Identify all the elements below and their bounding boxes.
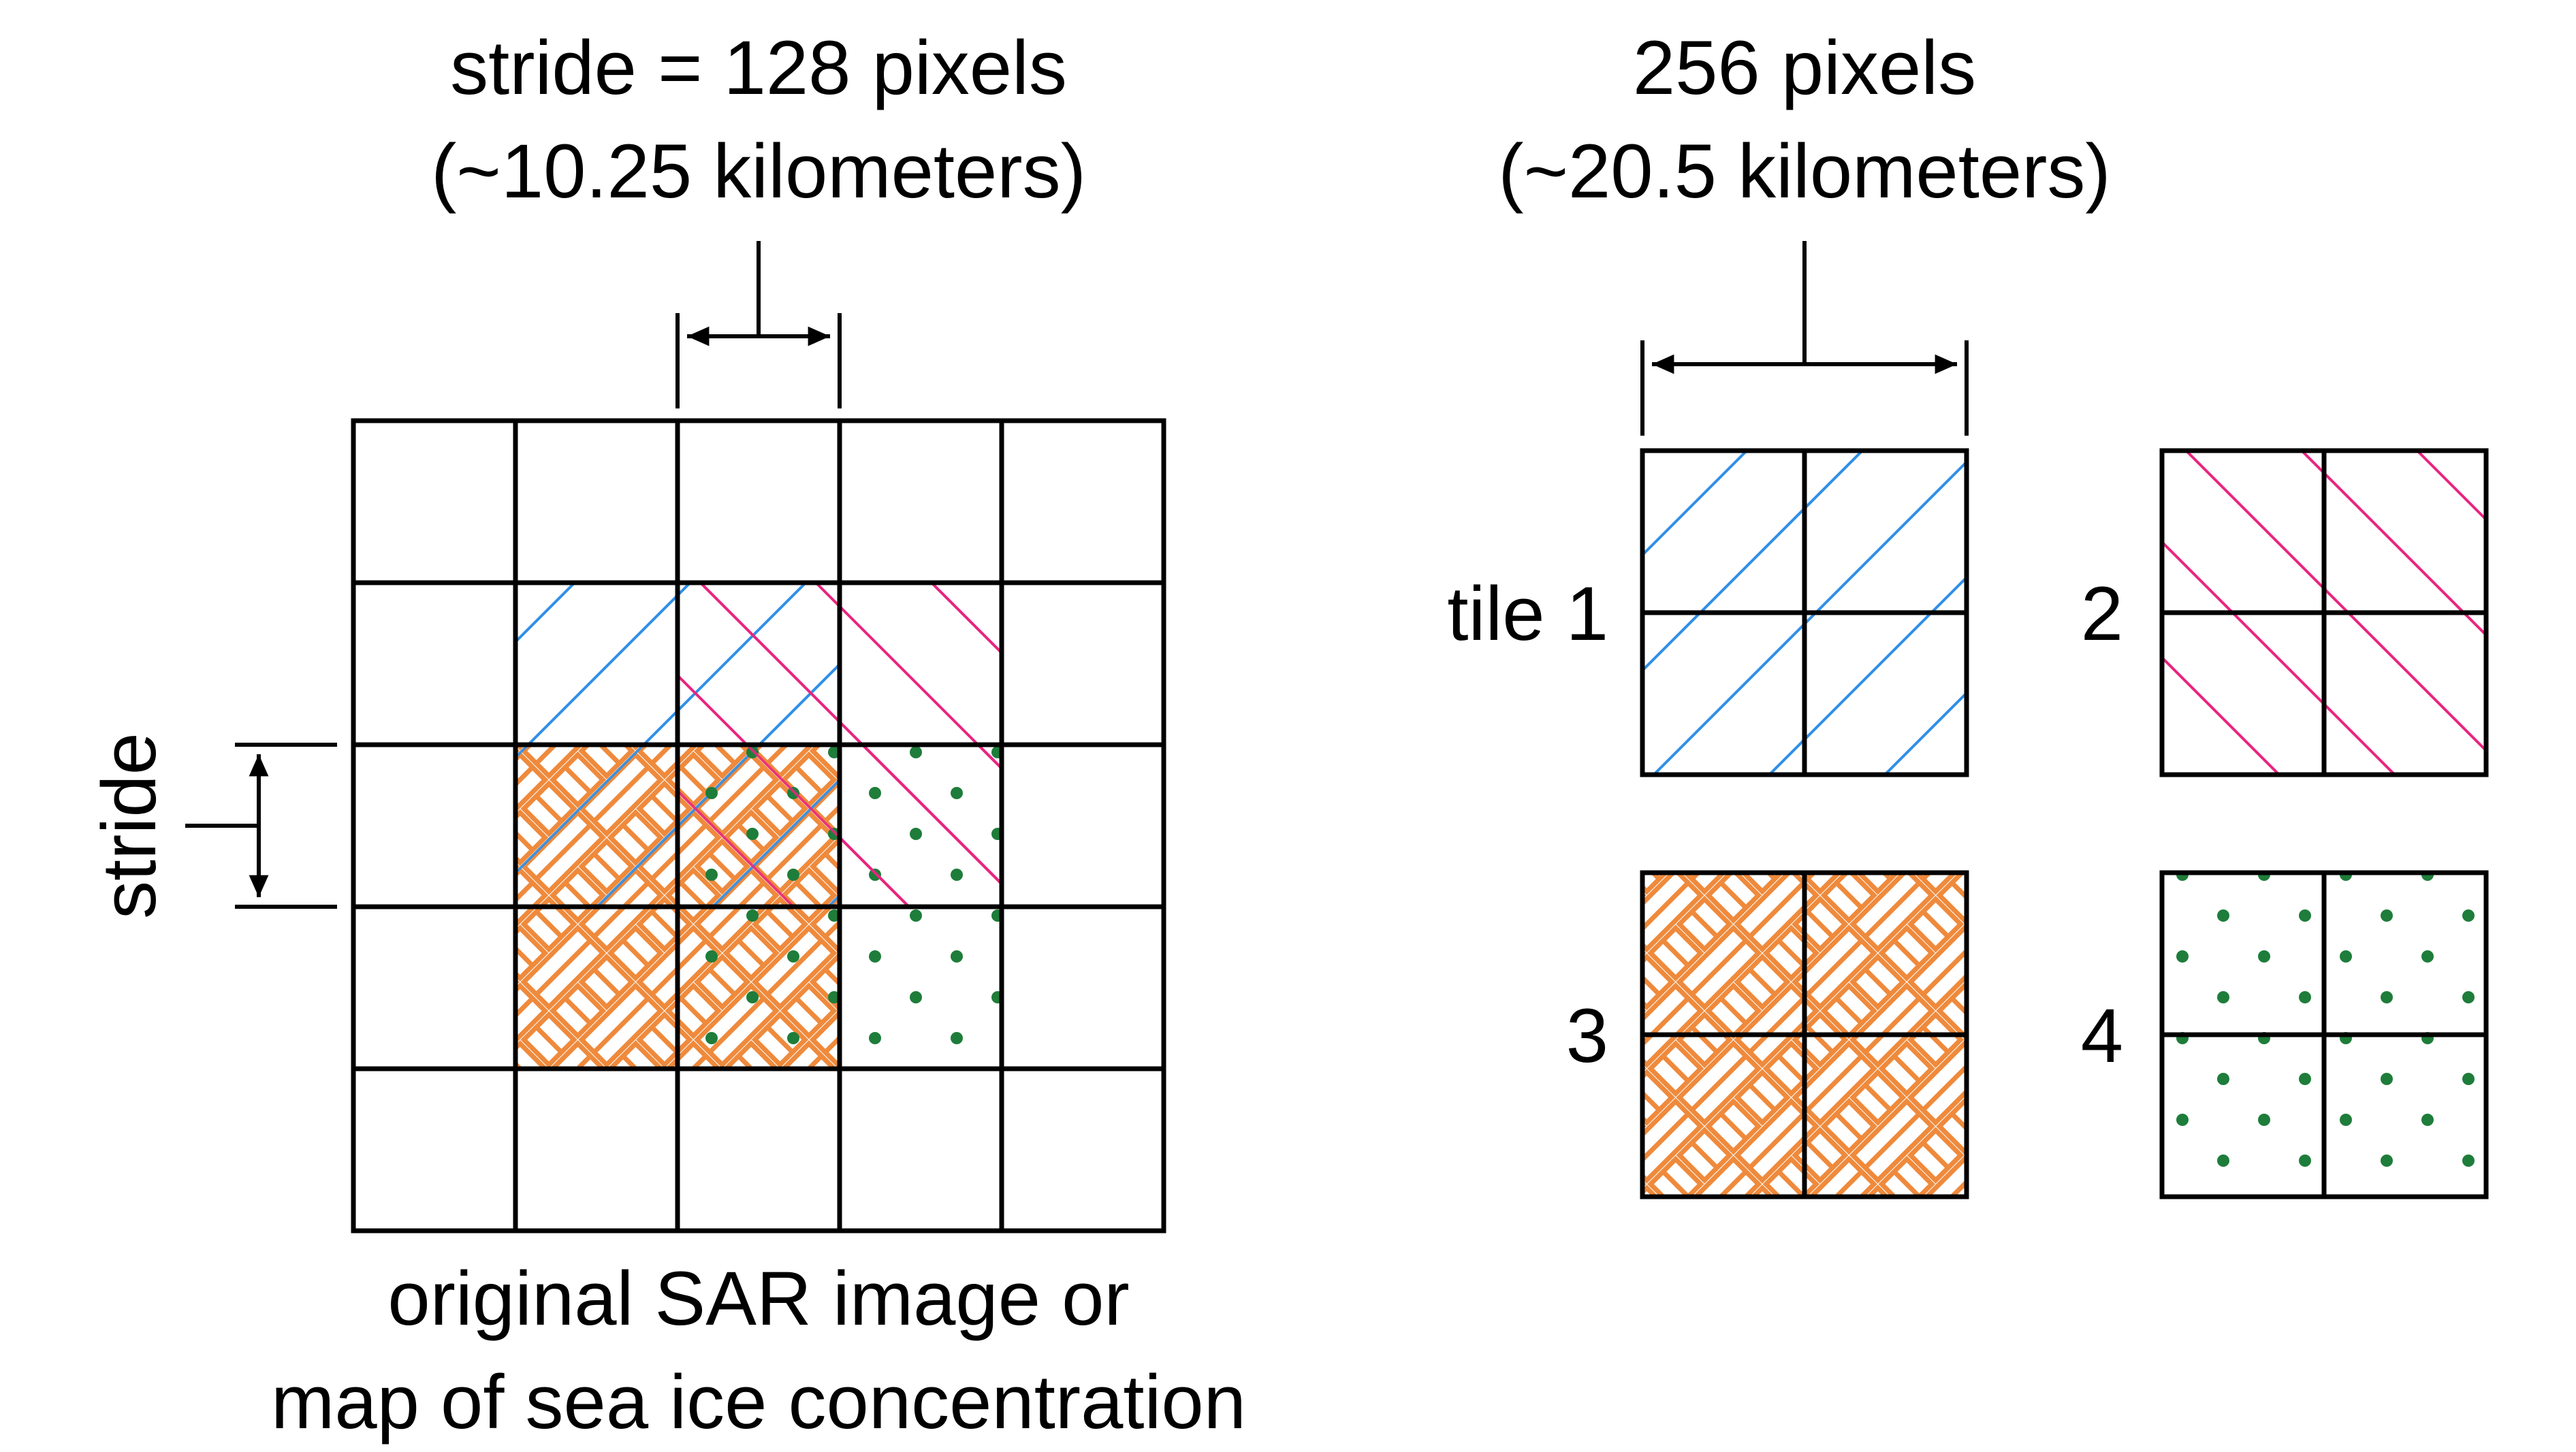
tile-2-label: 2 <box>2081 571 2123 656</box>
tile-2: 2 <box>2081 448 2489 777</box>
tile-1-label: tile 1 <box>1447 571 1608 656</box>
stride-dimension-side <box>185 743 337 909</box>
caption-line1: original SAR image or <box>387 1256 1129 1341</box>
stride-title-line1: stride = 128 pixels <box>450 25 1067 110</box>
stride-title-line2: (~10.25 kilometers) <box>431 129 1086 214</box>
overlap-pink-through-middle <box>678 745 840 907</box>
stride-dimension-top <box>675 241 842 408</box>
tile-4: 4 <box>2081 870 2489 1199</box>
tile-size-dimension <box>1640 241 1969 436</box>
tile-size-line2: (~20.5 kilometers) <box>1498 129 2110 214</box>
tile-3: 3 <box>1566 870 1969 1199</box>
tile-3-label: 3 <box>1566 993 1608 1078</box>
tile-size-line1: 256 pixels <box>1633 25 1976 110</box>
grid-lines <box>351 418 1166 1233</box>
caption-line2: map of sea ice concentration <box>271 1359 1246 1445</box>
tile-1: tile 1 <box>1447 448 1969 777</box>
tile-4-label: 4 <box>2081 993 2123 1078</box>
overlap-pink-through-green <box>840 745 1002 907</box>
original-grid-group <box>351 418 1166 1233</box>
stride-side-label: stride <box>86 732 172 919</box>
